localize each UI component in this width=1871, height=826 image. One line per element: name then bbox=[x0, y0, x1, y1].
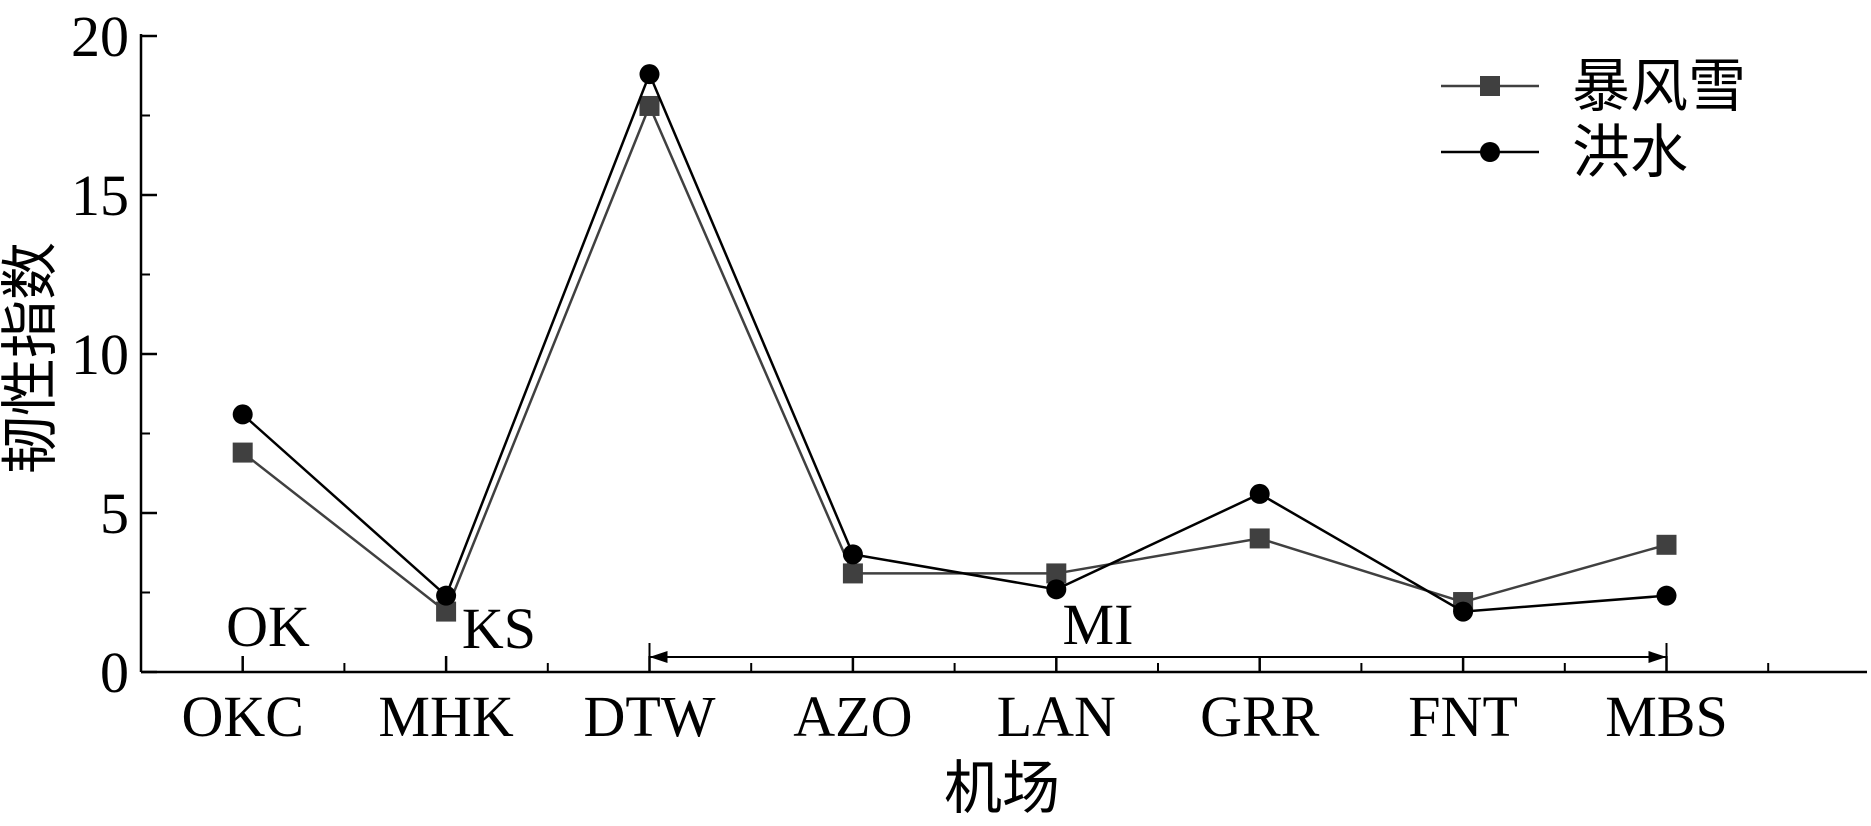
point bbox=[639, 64, 660, 85]
y-tick-label: 15 bbox=[71, 163, 129, 228]
series-line bbox=[241, 70, 1667, 613]
y-axis-label: 韧性指数 bbox=[0, 242, 63, 474]
x-axis-label: 机场 bbox=[944, 756, 1060, 821]
point bbox=[1249, 483, 1270, 504]
annotation: OK bbox=[226, 594, 310, 659]
point bbox=[842, 563, 863, 584]
x-tick-label: DTW bbox=[583, 684, 715, 749]
point bbox=[232, 442, 253, 463]
legend-label: 洪水 bbox=[1572, 120, 1688, 185]
y-tick-label: 20 bbox=[71, 4, 129, 69]
point bbox=[1656, 585, 1677, 606]
point bbox=[1046, 579, 1067, 600]
legend-marker bbox=[1480, 76, 1500, 96]
series-line bbox=[241, 102, 1667, 614]
x-tick-label: OKC bbox=[181, 684, 303, 749]
x-tick-label: AZO bbox=[793, 684, 912, 749]
point bbox=[1046, 563, 1067, 584]
annotation: MI bbox=[1063, 592, 1134, 657]
y-tick-label: 5 bbox=[100, 481, 129, 546]
point bbox=[1249, 528, 1270, 549]
point bbox=[436, 585, 457, 606]
point bbox=[436, 601, 457, 622]
point bbox=[1656, 534, 1677, 555]
x-tick-label: MHK bbox=[378, 684, 513, 749]
x-tick-label: FNT bbox=[1408, 684, 1518, 749]
point bbox=[232, 404, 253, 425]
y-tick-label: 10 bbox=[71, 322, 129, 387]
point bbox=[842, 544, 863, 565]
x-tick-label: LAN bbox=[997, 684, 1116, 749]
x-tick-label: MBS bbox=[1605, 684, 1728, 749]
annotation: KS bbox=[462, 596, 536, 661]
y-tick-label: 0 bbox=[100, 640, 129, 705]
point bbox=[1453, 601, 1474, 622]
legend-label: 暴风雪 bbox=[1572, 54, 1746, 119]
x-tick-label: GRR bbox=[1200, 684, 1320, 749]
legend-marker bbox=[1480, 142, 1500, 162]
point bbox=[639, 95, 660, 116]
